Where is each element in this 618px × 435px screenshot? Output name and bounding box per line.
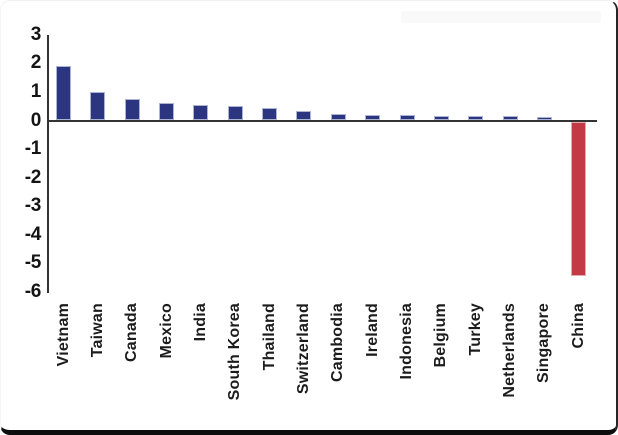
- bar-south-korea: [227, 106, 243, 121]
- y-tick-label: -4: [24, 223, 42, 245]
- bar-turkey: [468, 115, 484, 121]
- x-axis-label-india: India: [191, 303, 209, 342]
- x-axis-label-cambodia: Cambodia: [329, 303, 347, 382]
- bar-mexico: [159, 102, 175, 121]
- bar-taiwan: [90, 91, 106, 121]
- bar-cambodia: [330, 113, 346, 121]
- bar-indonesia: [399, 114, 415, 121]
- x-axis-label-thailand: Thailand: [260, 303, 278, 371]
- bar-ireland: [365, 114, 381, 121]
- y-tick-label: 1: [30, 80, 42, 102]
- bar-india: [193, 104, 209, 121]
- x-axis-label-switzerland: Switzerland: [294, 303, 312, 395]
- x-axis-zero-line: [46, 119, 597, 122]
- bar-canada: [124, 99, 140, 121]
- bar-switzerland: [296, 111, 312, 121]
- bar-thailand: [262, 107, 278, 121]
- y-tick-label: -6: [24, 280, 42, 302]
- x-axis-label-vietnam: Vietnam: [54, 303, 72, 367]
- y-tick-label: 3: [30, 23, 42, 45]
- x-axis-label-canada: Canada: [123, 303, 141, 362]
- y-tick-label: -5: [24, 252, 42, 274]
- x-axis-label-turkey: Turkey: [466, 303, 484, 356]
- y-axis-line: [46, 34, 49, 293]
- bar-china: [571, 121, 587, 276]
- x-axis-label-ireland: Ireland: [363, 303, 381, 357]
- y-tick-label: -1: [24, 138, 42, 160]
- x-axis-label-south-korea: South Korea: [226, 303, 244, 401]
- x-axis-label-belgium: Belgium: [432, 303, 450, 368]
- bar-singapore: [536, 116, 552, 121]
- x-axis-label-indonesia: Indonesia: [398, 303, 415, 380]
- x-axis-label-china: China: [569, 303, 587, 349]
- x-axis-label-mexico: Mexico: [157, 303, 175, 359]
- bar-vietnam: [56, 66, 71, 121]
- y-tick-label: -3: [24, 195, 42, 217]
- y-tick-label: -2: [24, 166, 42, 188]
- x-axis-label-netherlands: Netherlands: [501, 303, 519, 398]
- faint-cropped-text-artifact: [401, 11, 601, 23]
- y-tick-label: 0: [30, 109, 42, 131]
- x-axis-label-taiwan: Taiwan: [88, 303, 106, 358]
- x-axis-label-singapore: Singapore: [535, 303, 553, 384]
- bar-belgium: [433, 115, 449, 121]
- y-tick-label: 2: [30, 52, 42, 74]
- bar-netherlands: [502, 115, 518, 121]
